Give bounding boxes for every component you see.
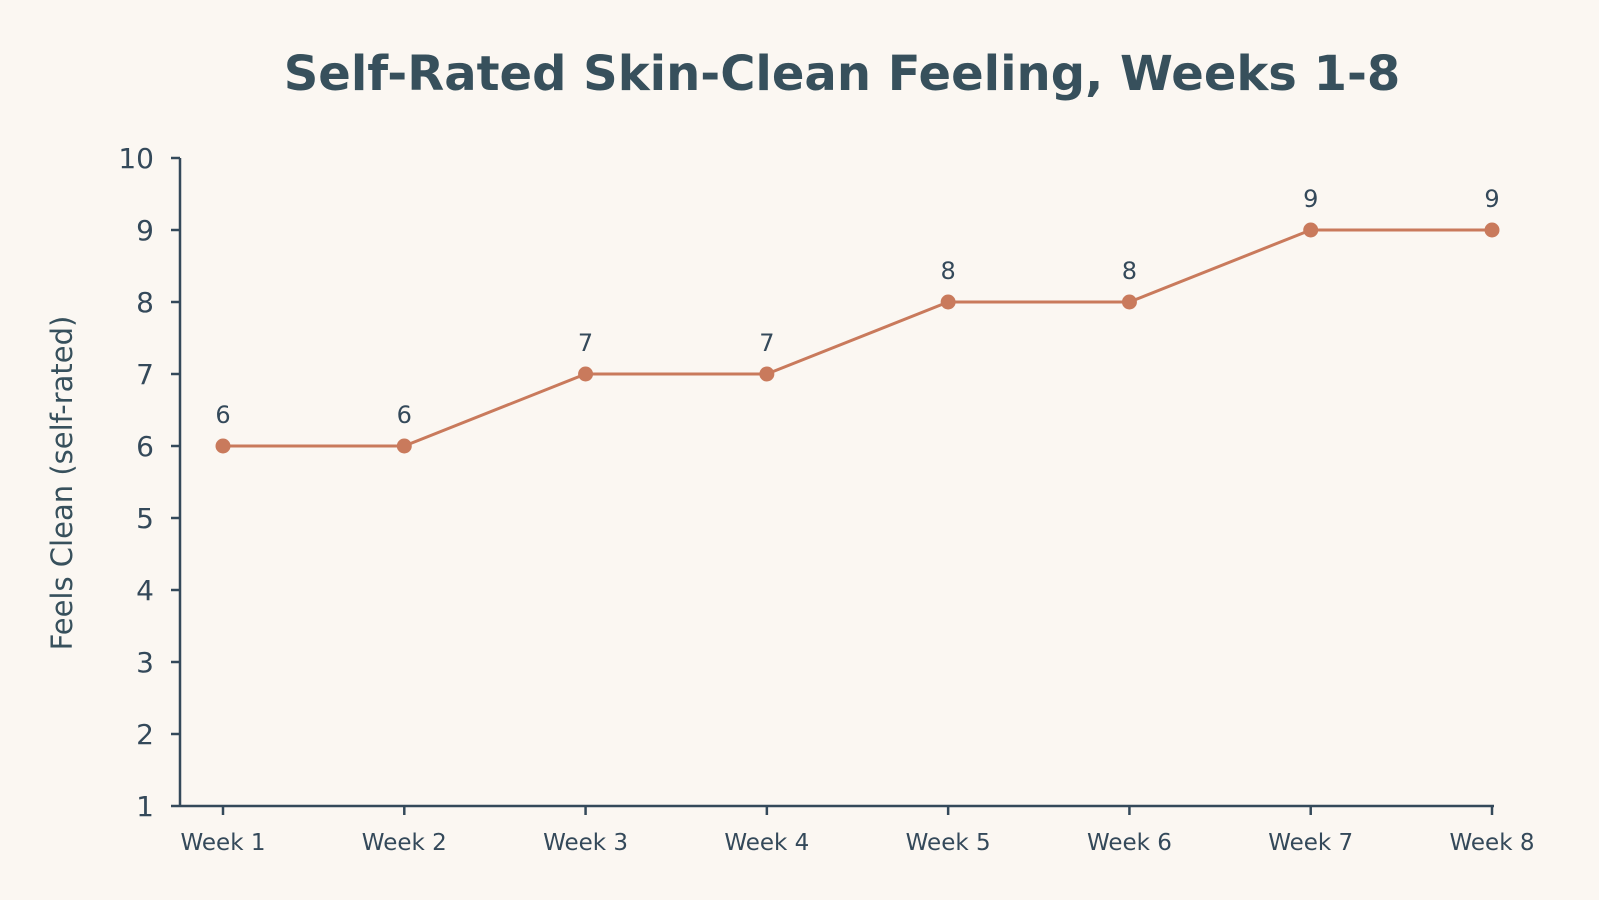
y-axis-label: Feels Clean (self-rated) xyxy=(45,316,79,651)
x-tick-label: Week 3 xyxy=(543,830,628,856)
y-tick-label: 5 xyxy=(136,502,154,535)
data-point xyxy=(1303,222,1319,238)
y-tick-label: 2 xyxy=(136,718,154,751)
y-tick-label: 7 xyxy=(136,358,154,391)
y-tick-label: 3 xyxy=(136,646,154,679)
y-tick-label: 8 xyxy=(136,286,154,319)
x-axis-ticks: Week 1 Week 2 Week 3 Week 4 Week 5 Week 6 Week… xyxy=(181,806,1535,856)
data-point xyxy=(940,294,956,310)
y-tick-label: 4 xyxy=(136,574,154,607)
data-point xyxy=(578,366,594,382)
series-line xyxy=(223,228,1492,448)
y-tick-label: 1 xyxy=(136,790,154,823)
data-label: 8 xyxy=(941,257,956,285)
data-label: 6 xyxy=(215,401,230,429)
data-point xyxy=(396,438,412,454)
chart-title: Self-Rated Skin-Clean Feeling, Weeks 1-8 xyxy=(284,46,1401,102)
data-label: 7 xyxy=(578,329,593,357)
x-tick-label: Week 4 xyxy=(724,830,809,856)
data-label: 9 xyxy=(1303,185,1318,213)
x-tick-label: Week 7 xyxy=(1268,830,1353,856)
y-axis-ticks: 1 2 3 4 5 6 7 8 9 10 xyxy=(118,142,180,823)
data-label: 8 xyxy=(1122,257,1137,285)
data-label: 7 xyxy=(759,329,774,357)
x-tick-label: Week 8 xyxy=(1450,830,1535,856)
data-point xyxy=(1484,222,1500,238)
data-label: 9 xyxy=(1484,185,1499,213)
data-labels-layer: 6 6 7 7 8 8 9 9 xyxy=(215,185,1499,429)
x-tick-label: Week 2 xyxy=(362,830,447,856)
x-tick-label: Week 1 xyxy=(181,830,266,856)
y-tick-label: 9 xyxy=(136,214,154,247)
x-tick-label: Week 5 xyxy=(906,830,991,856)
y-tick-label: 6 xyxy=(136,430,154,463)
x-tick-label: Week 6 xyxy=(1087,830,1172,856)
data-point xyxy=(215,438,231,454)
data-point xyxy=(759,366,775,382)
data-point xyxy=(1121,294,1137,310)
series-layer xyxy=(215,222,1500,454)
y-tick-label: 10 xyxy=(118,142,154,175)
data-label: 6 xyxy=(397,401,412,429)
